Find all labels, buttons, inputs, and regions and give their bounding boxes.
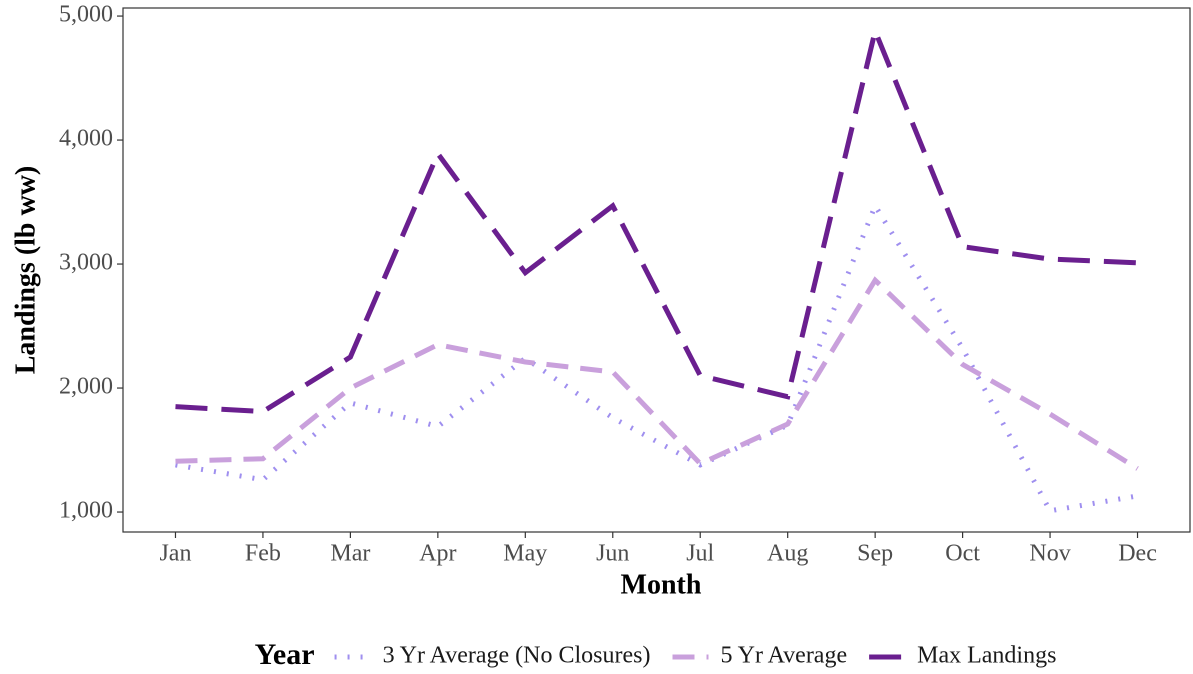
x-tick-label: Oct <box>945 541 980 567</box>
x-tick-label: Apr <box>419 541 456 567</box>
x-axis-title: Month <box>621 569 702 600</box>
y-tick-label: 1,000 <box>59 498 113 524</box>
legend-title: Year <box>255 638 315 671</box>
legend-label: 5 Yr Average <box>721 643 848 669</box>
series-line <box>175 22 1138 415</box>
x-tick-label: Jun <box>596 541 629 567</box>
y-tick-label: 5,000 <box>59 2 113 28</box>
x-tick-label: Jul <box>686 541 714 567</box>
y-axis-title: Landings (lb ww) <box>10 166 41 375</box>
y-tick-label: 3,000 <box>59 250 113 276</box>
series-line <box>175 276 1139 471</box>
legend-label: Max Landings <box>917 643 1056 669</box>
x-tick-label: Sep <box>857 541 893 567</box>
y-tick-label: 4,000 <box>59 126 113 152</box>
y-tick-label: 2,000 <box>59 374 113 400</box>
legend-label: 3 Yr Average (No Closures) <box>383 643 651 669</box>
x-tick-label: Aug <box>767 541 808 567</box>
x-tick-label: Nov <box>1029 541 1070 567</box>
x-tick-label: May <box>503 541 547 567</box>
panel-border <box>122 7 1191 533</box>
x-tick-label: Mar <box>330 541 370 567</box>
x-tick-label: Dec <box>1118 541 1157 567</box>
x-tick-label: Jan <box>159 541 191 567</box>
x-tick-label: Feb <box>245 541 281 567</box>
